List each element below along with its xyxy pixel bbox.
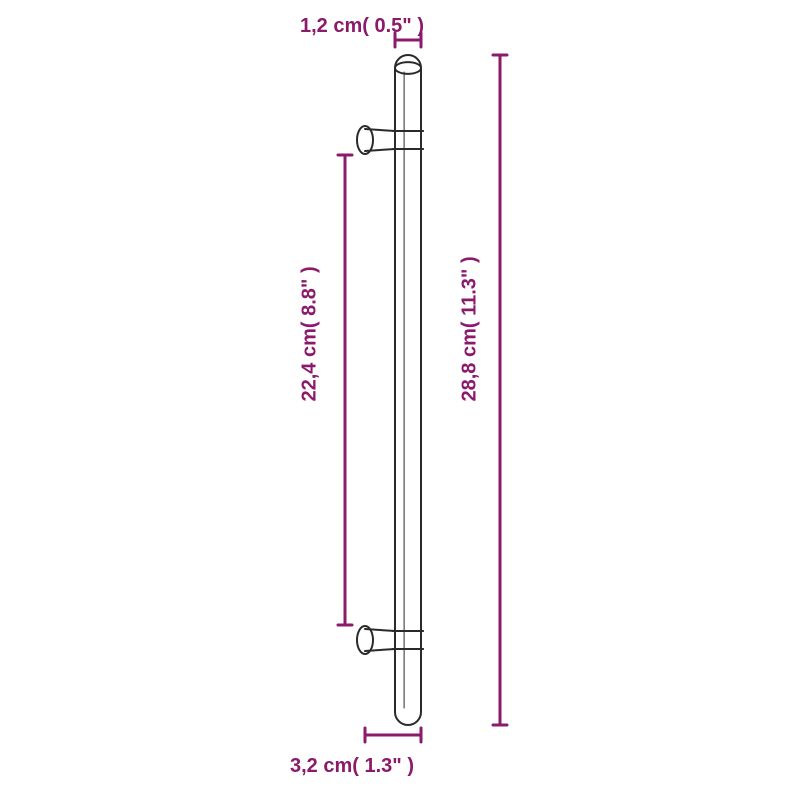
label-depth: 3,2 cm( 1.3" )	[290, 755, 414, 778]
label-full-height: 28,8 cm( 11.3" )	[459, 256, 482, 401]
label-inner-height: 22,4 cm( 8.8" )	[299, 266, 322, 401]
dimension-drawing	[0, 0, 800, 800]
label-top-width: 1,2 cm( 0.5" )	[300, 15, 424, 38]
